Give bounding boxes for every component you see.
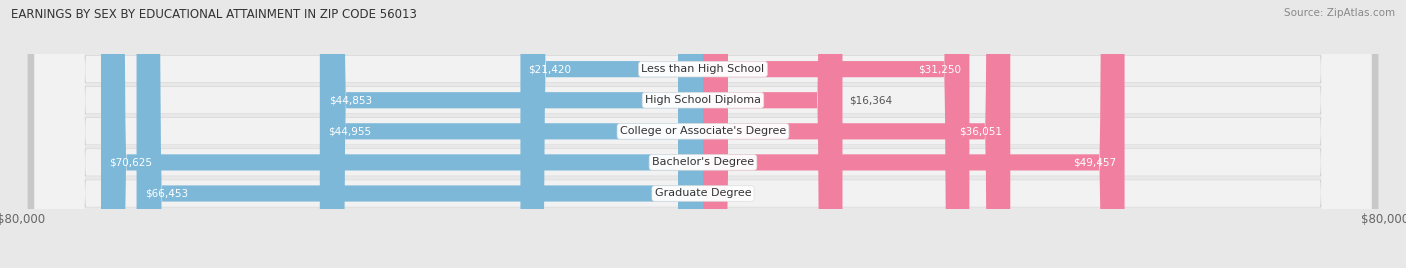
- Text: $44,853: $44,853: [329, 95, 373, 105]
- FancyBboxPatch shape: [28, 0, 1378, 268]
- Text: $21,420: $21,420: [529, 64, 572, 74]
- Text: Less than High School: Less than High School: [641, 64, 765, 74]
- FancyBboxPatch shape: [136, 0, 703, 268]
- Text: $66,453: $66,453: [145, 188, 188, 199]
- FancyBboxPatch shape: [35, 0, 1371, 268]
- Text: College or Associate's Degree: College or Associate's Degree: [620, 126, 786, 136]
- FancyBboxPatch shape: [703, 0, 842, 268]
- FancyBboxPatch shape: [28, 0, 1378, 268]
- FancyBboxPatch shape: [703, 0, 1125, 268]
- FancyBboxPatch shape: [28, 0, 1378, 268]
- FancyBboxPatch shape: [703, 0, 969, 268]
- FancyBboxPatch shape: [101, 0, 703, 268]
- Text: EARNINGS BY SEX BY EDUCATIONAL ATTAINMENT IN ZIP CODE 56013: EARNINGS BY SEX BY EDUCATIONAL ATTAINMEN…: [11, 8, 418, 21]
- FancyBboxPatch shape: [35, 0, 1371, 268]
- Text: $16,364: $16,364: [849, 95, 893, 105]
- Text: Bachelor's Degree: Bachelor's Degree: [652, 157, 754, 168]
- FancyBboxPatch shape: [321, 0, 703, 268]
- FancyBboxPatch shape: [28, 0, 1378, 268]
- FancyBboxPatch shape: [35, 0, 1371, 268]
- Text: $70,625: $70,625: [110, 157, 152, 168]
- FancyBboxPatch shape: [28, 0, 1378, 268]
- Text: $36,051: $36,051: [959, 126, 1002, 136]
- FancyBboxPatch shape: [520, 0, 703, 268]
- FancyBboxPatch shape: [35, 0, 1371, 268]
- Text: $49,457: $49,457: [1073, 157, 1116, 168]
- Text: Graduate Degree: Graduate Degree: [655, 188, 751, 199]
- Text: $0: $0: [710, 188, 723, 199]
- Text: $44,955: $44,955: [328, 126, 371, 136]
- FancyBboxPatch shape: [319, 0, 703, 268]
- FancyBboxPatch shape: [703, 0, 1011, 268]
- FancyBboxPatch shape: [35, 0, 1371, 268]
- Text: Source: ZipAtlas.com: Source: ZipAtlas.com: [1284, 8, 1395, 18]
- Text: $31,250: $31,250: [918, 64, 962, 74]
- Text: High School Diploma: High School Diploma: [645, 95, 761, 105]
